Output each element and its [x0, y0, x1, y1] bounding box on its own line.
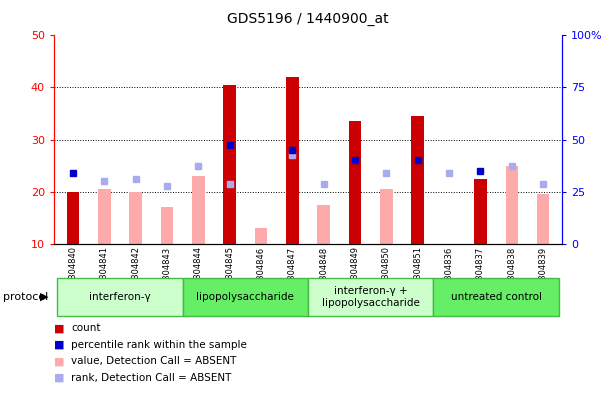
Text: interferon-γ: interferon-γ [89, 292, 151, 302]
Bar [183, 278, 308, 316]
Text: GDS5196 / 1440900_at: GDS5196 / 1440900_at [227, 12, 389, 26]
Text: ▶: ▶ [40, 292, 49, 302]
Bar [57, 278, 183, 316]
Bar [380, 189, 392, 244]
Text: ■: ■ [54, 323, 64, 333]
Text: untreated control: untreated control [451, 292, 542, 302]
Bar [433, 278, 559, 316]
Text: rank, Detection Call = ABSENT: rank, Detection Call = ABSENT [71, 373, 231, 383]
Text: ■: ■ [54, 373, 64, 383]
Bar [474, 178, 487, 244]
Bar [255, 228, 267, 244]
Text: value, Detection Call = ABSENT: value, Detection Call = ABSENT [71, 356, 236, 366]
Bar [505, 165, 518, 244]
Bar [129, 191, 142, 244]
Text: lipopolysaccharide: lipopolysaccharide [197, 292, 294, 302]
Bar [67, 191, 79, 244]
Bar [224, 85, 236, 244]
Bar [412, 116, 424, 244]
Text: percentile rank within the sample: percentile rank within the sample [71, 340, 247, 350]
Text: ■: ■ [54, 340, 64, 350]
Bar [98, 189, 111, 244]
Bar [286, 77, 299, 244]
Text: count: count [71, 323, 100, 333]
Bar [537, 194, 549, 244]
Bar [160, 207, 173, 244]
Bar [317, 205, 330, 244]
Text: ■: ■ [54, 356, 64, 366]
Bar [192, 176, 204, 244]
Text: interferon-γ +
lipopolysaccharide: interferon-γ + lipopolysaccharide [322, 286, 419, 307]
Bar [308, 278, 433, 316]
Bar [349, 121, 361, 244]
Text: protocol: protocol [3, 292, 48, 302]
